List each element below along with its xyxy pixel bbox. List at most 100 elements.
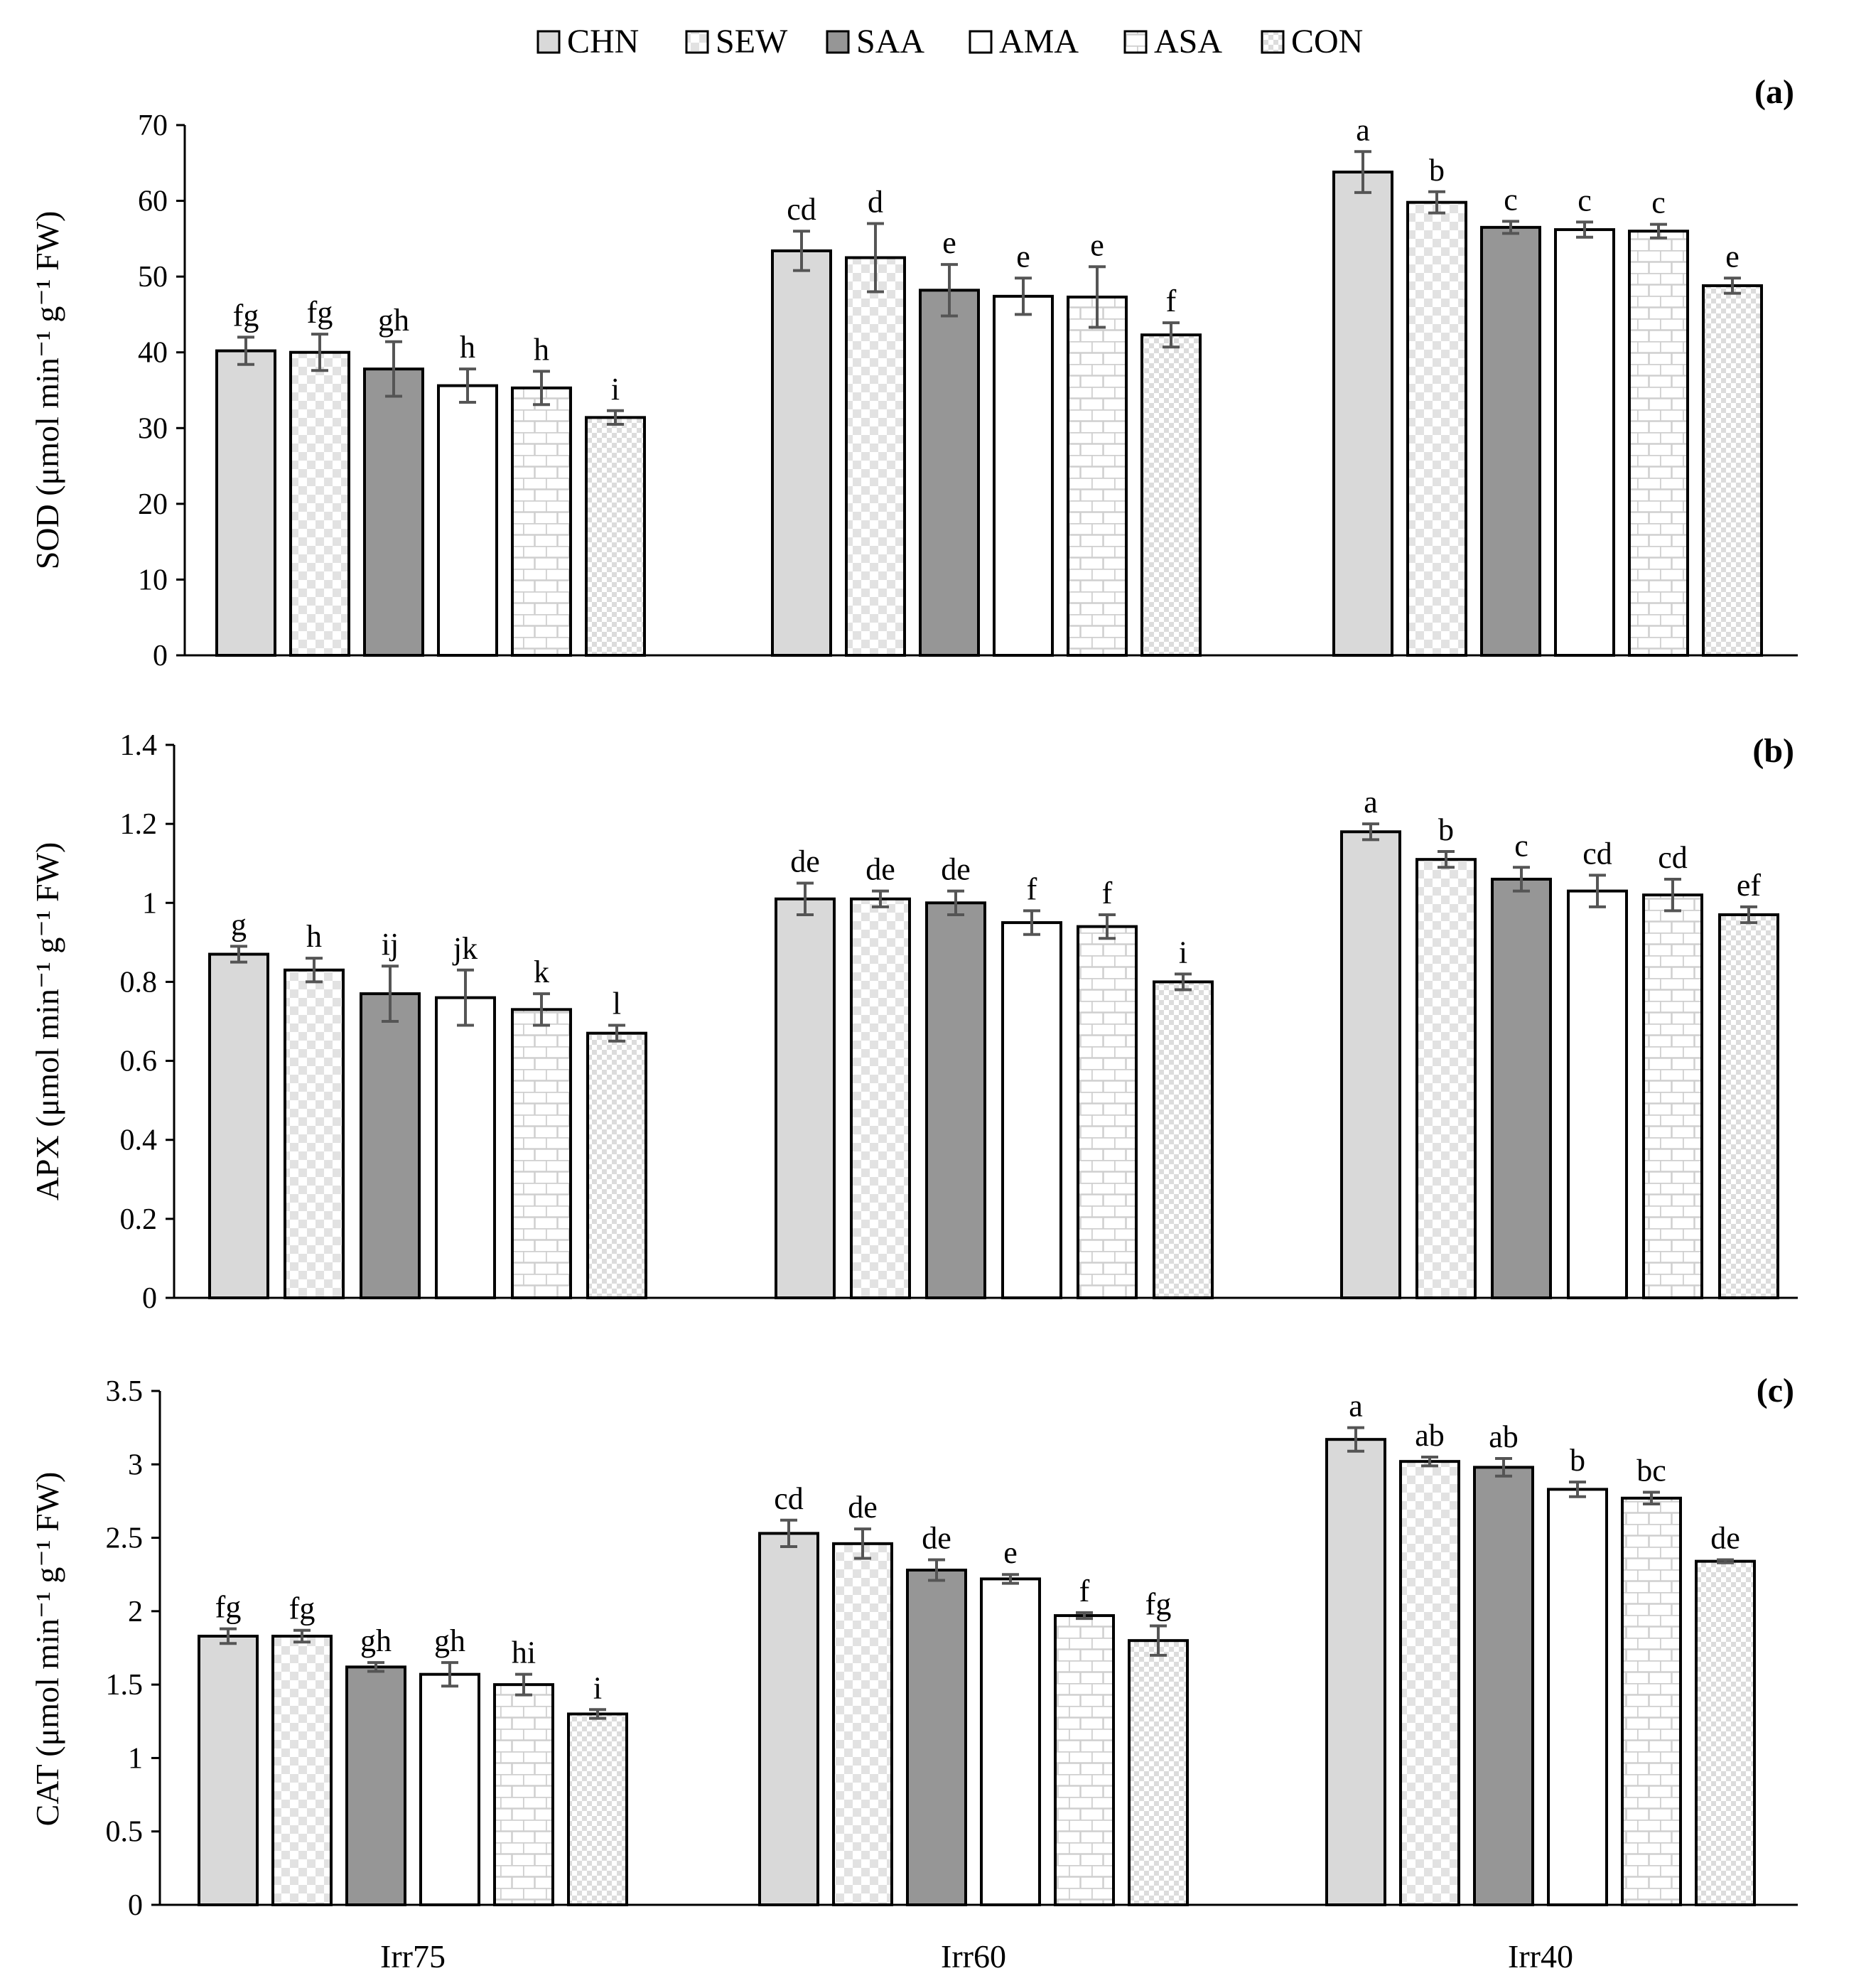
legend-swatch-chn <box>536 30 561 54</box>
bar-con-irr40 <box>1718 913 1779 1299</box>
legend-swatch-con <box>1261 30 1285 54</box>
bar-con-irr60 <box>1128 1639 1189 1906</box>
bar-saa-irr60 <box>906 1569 967 1906</box>
bar-chn-irr40 <box>1332 171 1393 657</box>
significance-letter: jk <box>452 931 478 966</box>
significance-letter: bc <box>1636 1454 1666 1488</box>
legend-item-ama: AMA <box>969 23 1079 60</box>
significance-letter: c <box>1514 828 1528 863</box>
x-category-label: Irr40 <box>1508 1938 1573 1974</box>
bar-chn-irr75 <box>198 1634 259 1907</box>
legend-label-ama: AMA <box>999 23 1079 60</box>
legend-swatch-saa <box>826 30 850 54</box>
y-tick-label: 0.2 <box>120 1203 158 1236</box>
significance-letter: c <box>1578 183 1592 217</box>
y-tick-label: 1 <box>142 887 157 920</box>
significance-letter: de <box>1710 1521 1740 1556</box>
significance-letter: i <box>593 1670 602 1705</box>
y-tick-label: 40 <box>138 337 168 370</box>
significance-letter: i <box>1179 935 1187 969</box>
bar-ama-irr40 <box>1567 889 1628 1299</box>
significance-letter: de <box>865 852 895 887</box>
y-tick-label: 0.5 <box>106 1816 144 1849</box>
y-tick-label: 60 <box>138 186 168 218</box>
legend-label-asa: ASA <box>1154 23 1222 60</box>
significance-letter: e <box>1725 239 1740 274</box>
significance-letter: ab <box>1489 1419 1519 1454</box>
significance-letter: de <box>790 844 820 879</box>
bar-sew-irr60 <box>832 1542 893 1906</box>
bar-asa-irr75 <box>493 1683 554 1906</box>
legend-item-con: CON <box>1261 23 1363 60</box>
significance-letter: ab <box>1415 1418 1445 1453</box>
bar-chn-irr40 <box>1325 1438 1386 1906</box>
y-tick-label: 0 <box>128 1889 143 1922</box>
bar-saa-irr40 <box>1473 1466 1534 1907</box>
significance-letter: a <box>1349 1389 1363 1424</box>
y-tick-label: 0 <box>142 1282 157 1315</box>
significance-letter: gh <box>378 303 409 338</box>
significance-letter: h <box>306 919 322 954</box>
bar-asa-irr40 <box>1642 893 1703 1299</box>
bar-asa-irr60 <box>1077 925 1138 1299</box>
bar-ama-irr40 <box>1554 228 1615 657</box>
legend-item-saa: SAA <box>826 23 924 60</box>
y-tick-label: 2 <box>128 1596 143 1628</box>
bar-chn-irr40 <box>1340 830 1401 1300</box>
bar-sew-irr40 <box>1399 1460 1460 1906</box>
significance-letter: fg <box>1145 1587 1172 1622</box>
significance-letter: de <box>922 1521 951 1556</box>
significance-letter: cd <box>774 1481 804 1516</box>
y-tick-label: 0.6 <box>120 1046 158 1078</box>
bar-saa-irr60 <box>925 901 986 1300</box>
significance-letter: e <box>1003 1535 1018 1570</box>
bar-con-irr60 <box>1140 333 1202 657</box>
significance-letter: a <box>1364 785 1378 820</box>
significance-letter: fg <box>233 298 259 333</box>
bar-asa-irr60 <box>1067 295 1128 657</box>
legend-label-saa: SAA <box>856 23 924 60</box>
y-tick-label: 3 <box>128 1449 143 1481</box>
significance-letter: e <box>1016 239 1030 274</box>
significance-letter: fg <box>289 1591 316 1626</box>
bar-ama-irr40 <box>1547 1488 1608 1906</box>
bar-sew-irr40 <box>1415 858 1477 1299</box>
legend-swatch-ama <box>969 30 993 54</box>
significance-letter: de <box>941 852 971 887</box>
bar-chn-irr60 <box>775 897 836 1299</box>
y-tick-label: 0 <box>153 640 168 672</box>
chart-panel-c: 0 0.5 1 1.5 2 2.5 3 3.5 CAT (μmol min⁻¹ g⁻¹ FW) (… <box>29 1372 1798 1974</box>
bar-saa-irr75 <box>363 367 424 657</box>
significance-letter: i <box>611 372 620 407</box>
significance-letter: f <box>1102 876 1113 910</box>
bar-chn-irr60 <box>758 1532 819 1906</box>
significance-letter: cd <box>787 192 816 227</box>
bar-saa-irr75 <box>360 992 421 1299</box>
bar-con-irr40 <box>1702 284 1763 657</box>
bar-asa-irr75 <box>511 1008 572 1300</box>
bar-asa-irr60 <box>1054 1614 1115 1906</box>
significance-letter: fg <box>307 295 333 330</box>
bar-sew-irr75 <box>284 968 345 1300</box>
bar-chn-irr75 <box>208 952 269 1299</box>
chart-panel-a: 0 10 20 30 40 50 60 70 SOD (μmol min⁻¹ g⁻¹ FW) (a… <box>29 73 1798 672</box>
significance-letter: cd <box>1582 836 1612 871</box>
bar-sew-irr60 <box>845 256 906 657</box>
y-tick-label: 1 <box>128 1742 143 1775</box>
x-category-label: Irr60 <box>941 1938 1006 1974</box>
legend-swatch-asa <box>1123 30 1148 54</box>
legend-item-chn: CHN <box>536 23 639 60</box>
significance-letter: h <box>534 332 549 367</box>
significance-letter: b <box>1429 153 1445 188</box>
bar-ama-irr60 <box>993 294 1054 657</box>
bar-con-irr40 <box>1695 1559 1756 1906</box>
bar-chn-irr60 <box>771 249 832 657</box>
panel-label: (b) <box>1752 732 1794 770</box>
bar-ama-irr60 <box>1001 921 1062 1299</box>
significance-letter: ef <box>1737 868 1762 903</box>
bar-con-irr75 <box>586 1031 647 1299</box>
bar-saa-irr40 <box>1491 877 1552 1299</box>
legend: CHN SEW SAA AMA ASA CON <box>536 23 1363 60</box>
significance-letter: gh <box>360 1623 392 1658</box>
bar-ama-irr75 <box>437 384 498 657</box>
